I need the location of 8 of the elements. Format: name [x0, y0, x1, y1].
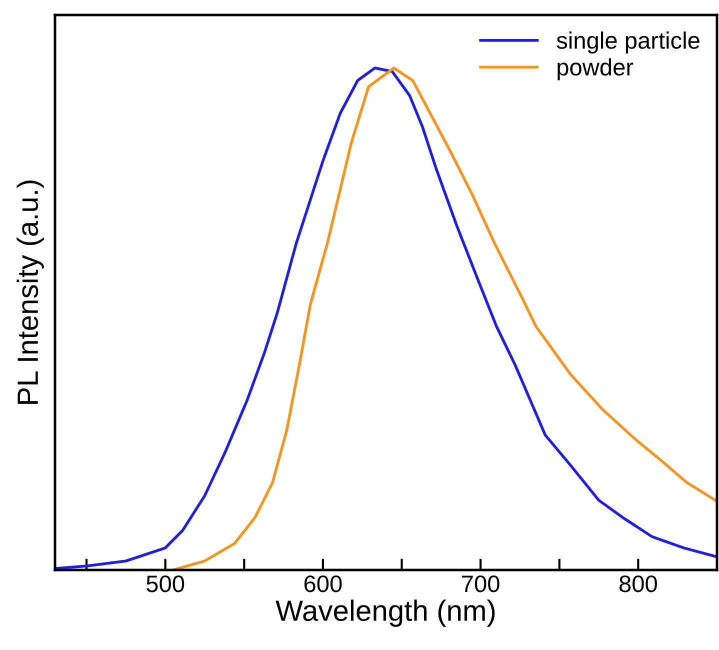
- legend-label: single particle: [556, 32, 700, 54]
- x-tick-label: 700: [462, 575, 500, 592]
- x-tick-label: 800: [620, 575, 657, 592]
- x-tick-label: 500: [146, 575, 184, 592]
- y-axis-title: PL Intensity (a.u.): [16, 180, 44, 404]
- legend-label: powder: [558, 58, 634, 80]
- x-axis-title: Wavelength (nm): [276, 600, 495, 627]
- x-tick-label: 600: [304, 575, 342, 592]
